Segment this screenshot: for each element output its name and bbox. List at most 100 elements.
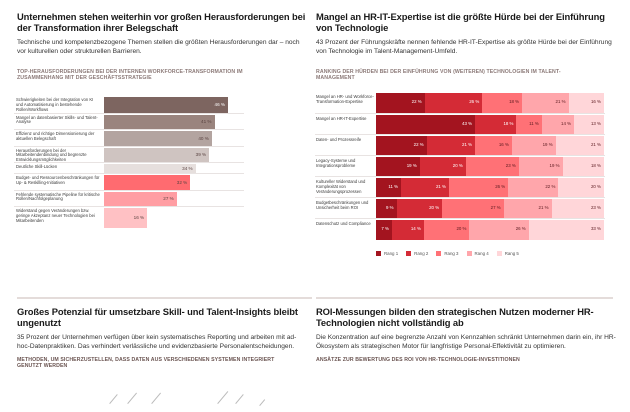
bar-row: Fehlende systematische Pipeline für krit… [14,189,244,207]
panel-talent-insights: Großes Potenzial für umsetzbare Skill- u… [17,306,307,369]
segment-value-label: 14 % [561,121,572,126]
axis-tick-mark [217,391,229,404]
segment-value-label: 21 % [538,205,549,210]
axis-tick-mark [235,394,244,404]
section-title: Großes Potenzial für umsetzbare Skill- u… [17,306,298,328]
bar-segment-rang-3: 16 % [475,136,512,156]
bar: 16 % [104,208,148,228]
bar-value-label: 34 % [182,166,193,171]
segment-value-label: 16 % [498,142,509,147]
stacked-bar: 22 % 26 % 18 % 21 % 16 % [376,93,604,113]
bar-row: Effizienz und richtige Dimensionierung d… [14,129,244,147]
legend-label: Rang 3 [444,251,459,256]
stacked-bar: 43 % 18 % 11 % 14 % 13 % [376,115,604,135]
stacked-bar: 9 % 20 % 27 % 21 % 23 % [376,199,604,219]
bar-category-label: Kultureller Widerstand und Komplexität v… [316,179,366,194]
bar-category-label: Fehlende systematische Pipeline für krit… [16,191,100,202]
bar-segment-rang-4: 22 % [508,178,559,198]
legend-swatch [466,251,472,256]
bar-segment-rang-3: 11 % [516,115,542,135]
bar: 27 % [104,191,177,207]
segment-value-label: 20 % [590,184,601,189]
bar-value-label: 40 % [198,135,209,141]
bar-segment-rang-5: 13 % [574,115,604,135]
segment-value-label: 21 % [555,99,566,104]
workforce-challenges-bar-chart: Schwierigkeiten bei der Integration von … [14,96,244,246]
bar-segment-rang-5: 21 % [555,136,604,156]
stacked-bar-row: Mangel an HR-IT-Expertise 43 % 18 % 11 % 14 … [315,113,605,135]
bar-segment-rang-1: 11 % [376,178,402,198]
segment-value-label: 18 % [503,121,514,126]
bar-segment-rang-1: 22 % [376,136,427,156]
bar-category-label: Schwierigkeiten bei der Integration von … [16,97,94,112]
bar-row: Widerstand gegen Veränderungen bzw. geri… [14,206,244,228]
technology-hurdles-stacked-chart: Mangel an HR- und Workforce-Transformati… [315,92,615,242]
bar-segment-rang-3: 18 % [482,93,523,113]
bar-segment-rang-2: 21 % [401,178,449,198]
section-title: ROI-Messungen bilden den strategischen N… [316,306,594,328]
bar-segment-rang-5: 16 % [568,93,604,113]
bar-segment-rang-2: 20 % [396,199,443,219]
segment-value-label: 13 % [590,121,601,126]
bar-category-label: Deutliche Skill-Lücken [16,164,58,169]
legend-swatch [436,251,442,256]
segment-value-label: 14 % [410,226,421,231]
bar: 40 % [104,131,212,147]
chart-title: Ansätze zur Bewertung des ROI von HR-Tec… [316,356,520,363]
stacked-bar: 7 % 14 % 20 % 26 % 33 % [376,220,604,240]
segment-value-label: 11 % [529,121,539,126]
bar-segment-rang-2: 18 % [475,115,517,135]
stacked-bar-row: Daten- und Prozessreife 22 % 21 % 16 % 19 % 2… [315,134,605,156]
section-title: Mangel an HR-IT-Expertise ist die größte… [316,11,605,33]
bar-segment-rang-3: 27 % [442,199,504,219]
bar-segment-rang-3: 26 % [448,178,509,198]
legend-swatch [376,251,381,256]
bar-category-label: Budget- und Ressourcenbeschränkungen für… [16,175,100,185]
section-lead: Technische und kompetenzbezogene Themen … [17,39,300,56]
bar-category-label: Herausforderungen bei der Mitarbeitenden… [16,147,87,163]
segment-value-label: 18 % [590,163,601,168]
segment-value-label: 20 % [429,205,440,210]
bar-segment-rang-3: 23 % [465,157,519,177]
legend-item: Rang 2 [406,251,428,256]
segment-value-label: 20 % [452,163,463,168]
segment-value-label: 20 % [456,226,467,231]
segment-value-label: 16 % [590,99,601,104]
chart-title: Top-Herausforderungen bei der internen W… [17,68,243,81]
segment-value-label: 26 % [515,226,526,231]
bar-segment-rang-4: 19 % [518,157,563,177]
legend-swatch [496,251,502,256]
bar-category-label: Daten- und Prozessreife [316,137,362,142]
segment-value-label: 19 % [542,142,553,147]
segment-value-label: 19 % [549,163,560,168]
legend-item: Rang 1 [376,251,398,256]
bar-segment-rang-4: 26 % [469,220,529,240]
bar-category-label: Legacy-Systeme und Integrationsprobleme [316,158,356,168]
bar-segment-rang-1: 22 % [376,93,425,113]
bar-segment-rang-1: 19 % [376,157,420,177]
legend-item: Rang 5 [496,251,519,256]
bar-value-label: 41 % [201,119,212,125]
bar-segment-rang-5: 20 % [558,178,604,198]
segment-value-label: 7 % [381,226,389,231]
stacked-bar-row: Kultureller Widerstand und Komplexität v… [315,176,605,198]
stacked-bar-row: Budgetbeschränkungen und Unsicherheit be… [315,197,605,219]
stacked-bar: 19 % 20 % 23 % 19 % 18 % [376,157,604,177]
segment-value-label: 18 % [509,99,520,104]
bar: 46 % [104,97,228,113]
bar-segment-rang-4: 14 % [541,115,575,135]
legend-label: Rang 5 [504,251,519,256]
bar-row: Mangel an datenbasierter Skills- und Tal… [14,112,244,130]
bar: 34 % [104,164,196,174]
bar-segment-rang-4: 19 % [511,136,556,156]
panel-technology-hurdles: Mangel an HR-IT-Expertise ist die größte… [316,11,616,81]
bar-segment-rang-2: 21 % [426,136,476,156]
section-title: Unternehmen stehen weiterhin vor großen … [17,11,306,33]
stacked-bar: 11 % 21 % 26 % 22 % 20 % [376,178,604,198]
stacked-bar-row: Mangel an HR- und Workforce-Transformati… [315,92,605,113]
segment-value-label: 33 % [590,226,601,231]
legend-item: Rang 4 [466,251,489,256]
segment-value-label: 21 % [435,184,446,189]
bar-segment-rang-5: 33 % [528,220,604,240]
bar-value-label: 16 % [133,215,145,220]
